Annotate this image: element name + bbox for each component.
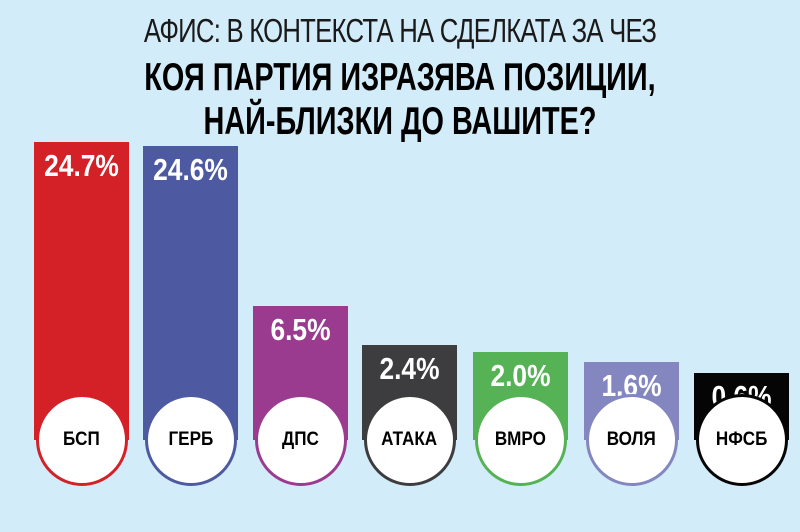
party-name: ДПС	[282, 429, 319, 450]
party-name: ВОЛЯ	[606, 429, 657, 450]
party-label-circle: НФСБ	[695, 394, 788, 486]
bar-value-label: 6.5%	[270, 312, 331, 347]
chart-subtitle: АФИС: В КОНТЕКСТА НА СДЕЛКАТА ЗА ЧЕЗ	[143, 12, 657, 49]
party-name: НФСБ	[715, 429, 768, 450]
party-label-circle: ГЕРБ	[144, 394, 237, 486]
bar-value-label: 24.6%	[153, 152, 228, 187]
party-label-circle: ДПС	[254, 394, 347, 486]
party-name: БСП	[63, 429, 100, 450]
party-label-circle: АТАКА	[363, 394, 456, 486]
party-name: АТАКА	[381, 429, 438, 450]
chart-title-line2: НАЙ-БЛИЗКИ ДО ВАШИТЕ?	[203, 100, 597, 143]
bar-value-label: 2.4%	[379, 351, 440, 386]
party-name: ГЕРБ	[168, 429, 213, 450]
party-name: ВМРО	[494, 429, 547, 450]
party-label-circle: ВОЛЯ	[585, 394, 678, 486]
bar-1: 24.7%	[34, 142, 129, 440]
chart-title-line1: КОЯ ПАРТИЯ ИЗРАЗЯВА ПОЗИЦИИ,	[144, 56, 656, 99]
party-label-circle: ВМРО	[474, 394, 567, 486]
bar-2: 24.6%	[143, 146, 238, 440]
bar-value-label: 24.7%	[44, 148, 119, 183]
bar-value-label: 2.0%	[490, 358, 551, 393]
party-label-circle: БСП	[35, 394, 128, 486]
